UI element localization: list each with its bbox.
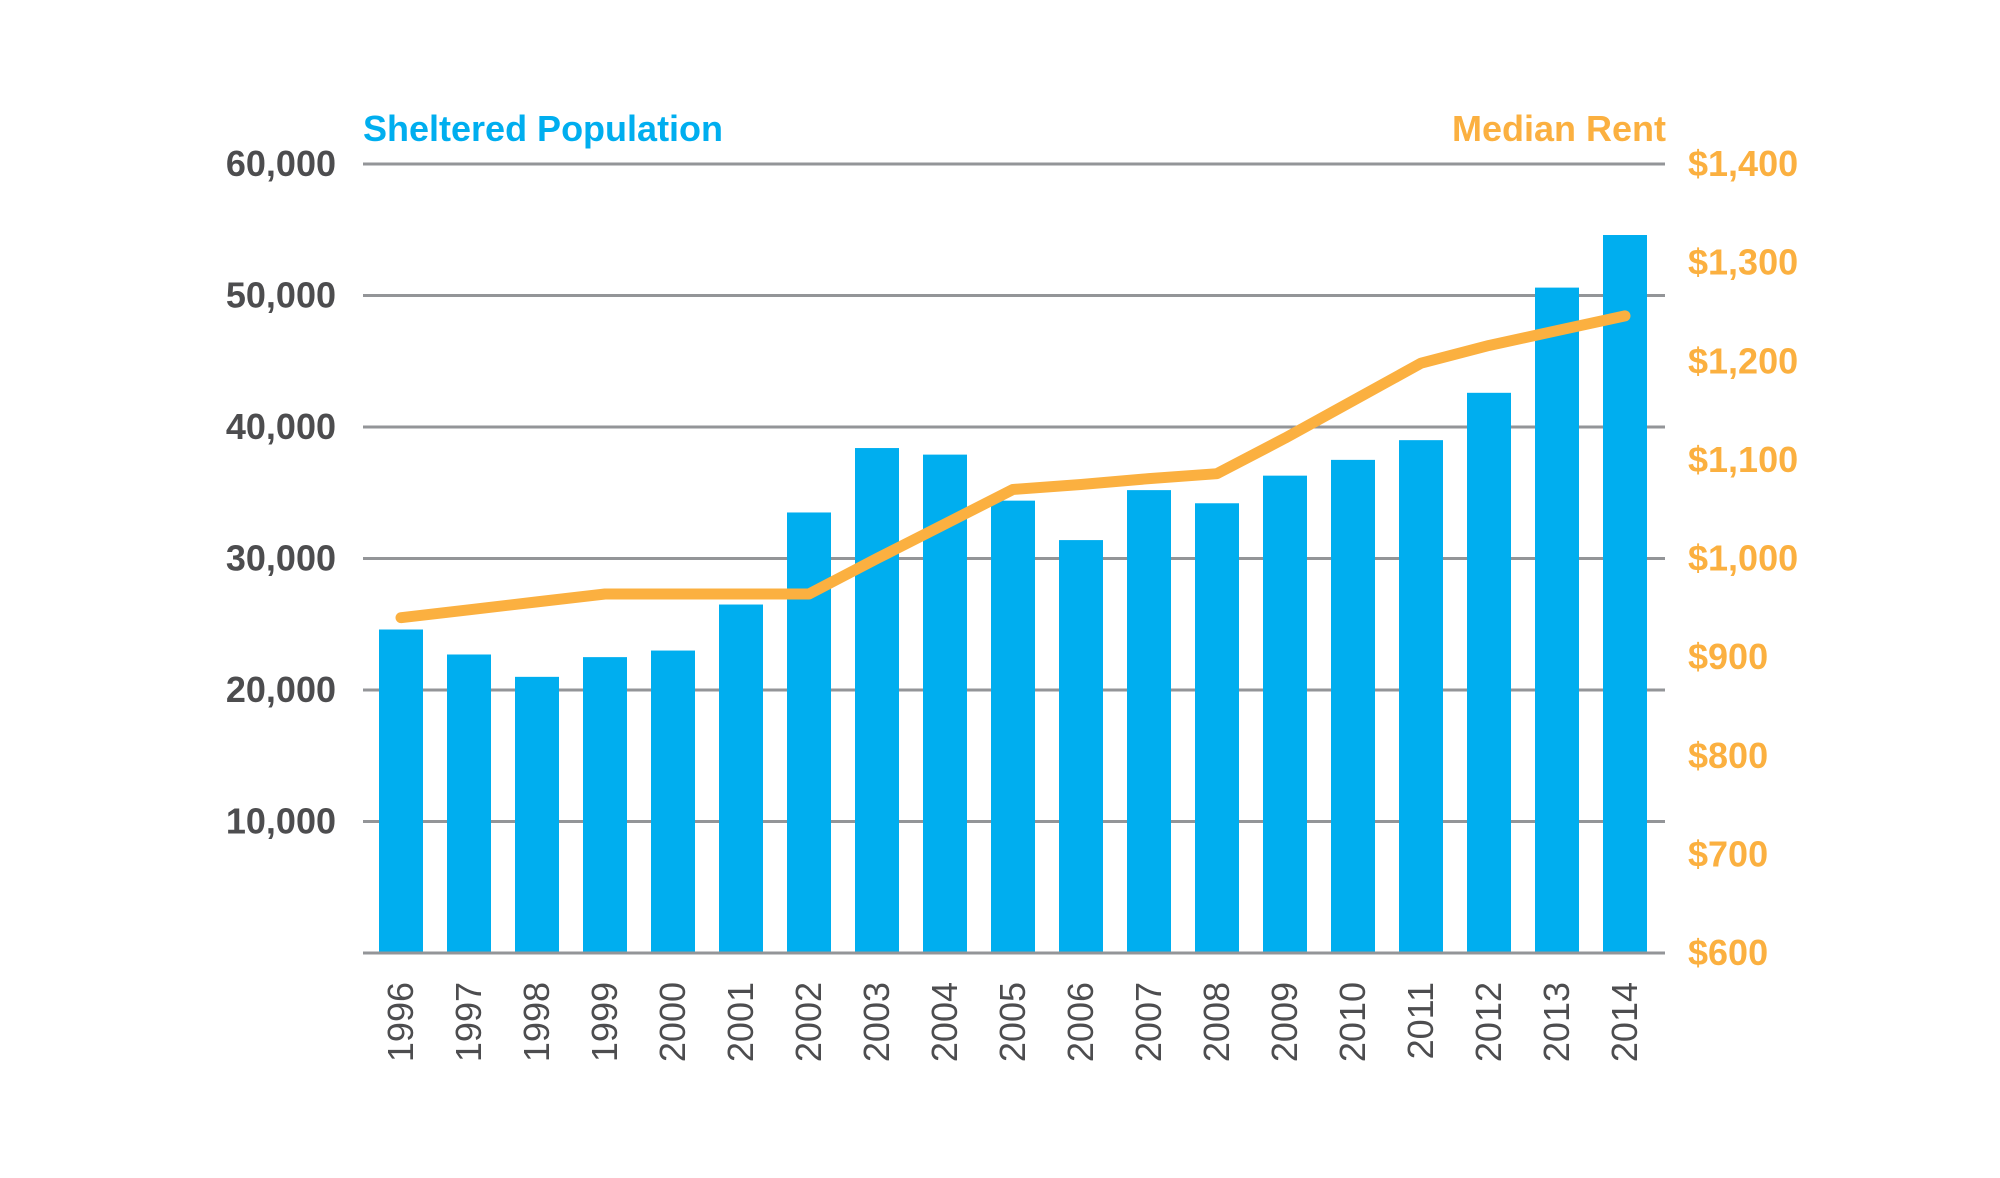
- right-tick-label: $1,000: [1688, 538, 1798, 579]
- rent-point: [1419, 361, 1423, 366]
- x-tick-label: 2003: [856, 982, 897, 1062]
- bar: [1059, 540, 1103, 953]
- rent-point: [1351, 398, 1355, 403]
- line-series: [395, 310, 1631, 624]
- rent-point: [1215, 471, 1219, 476]
- x-tick-label: 2009: [1264, 982, 1305, 1062]
- x-tick-label: 2006: [1060, 982, 1101, 1062]
- rent-point: [1487, 343, 1491, 348]
- x-tick-label: 2014: [1604, 982, 1645, 1062]
- rent-point: [1147, 476, 1151, 481]
- x-tick-label: 1998: [516, 982, 557, 1062]
- rent-point: [807, 592, 811, 597]
- rent-point: [739, 592, 743, 597]
- bar: [447, 654, 491, 953]
- left-tick-label: 40,000: [226, 406, 336, 447]
- bar: [787, 512, 831, 953]
- right-tick-label: $1,400: [1688, 143, 1798, 184]
- rent-point: [603, 592, 607, 597]
- rent-point: [875, 556, 879, 561]
- x-tick-label: 2007: [1128, 982, 1169, 1062]
- left-axis-title: Sheltered Population: [363, 108, 723, 149]
- x-tick-label: 2012: [1468, 982, 1509, 1062]
- rent-point: [467, 607, 471, 612]
- right-tick-label: $1,200: [1688, 340, 1798, 381]
- right-axis-title: Median Rent: [1452, 108, 1666, 149]
- right-tick-label: $900: [1688, 636, 1768, 677]
- bar: [1399, 440, 1443, 953]
- left-tick-label: 20,000: [226, 669, 336, 710]
- bar: [991, 500, 1035, 953]
- x-tick-label: 1997: [448, 982, 489, 1062]
- right-tick-label: $800: [1688, 735, 1768, 776]
- bar: [1263, 475, 1307, 953]
- bar: [515, 676, 559, 953]
- bar: [1603, 235, 1647, 953]
- rent-point: [535, 599, 539, 604]
- x-tick-label: 2010: [1332, 982, 1373, 1062]
- x-tick-label: 2005: [992, 982, 1033, 1062]
- x-tick-label: 2001: [720, 982, 761, 1062]
- x-tick-label: 1999: [584, 982, 625, 1062]
- rent-point: [1623, 313, 1627, 318]
- rent-point: [1555, 328, 1559, 333]
- right-tick-label: $700: [1688, 833, 1768, 874]
- left-tick-label: 60,000: [226, 143, 336, 184]
- x-tick-label: 2000: [652, 982, 693, 1062]
- bar-series: [379, 235, 1647, 953]
- x-tick-label: 1996: [380, 982, 421, 1062]
- right-tick-label: $600: [1688, 932, 1768, 973]
- x-axis-ticks: 1996 1997 1998 1999 2000 2001 2002 2003 2004 2005…: [380, 982, 1645, 1062]
- bar: [1535, 287, 1579, 953]
- bar: [1467, 392, 1511, 953]
- bar: [651, 650, 695, 953]
- left-tick-label: 10,000: [226, 801, 336, 842]
- rent-point: [1011, 487, 1015, 492]
- bar: [583, 657, 627, 953]
- x-tick-label: 2004: [924, 982, 965, 1062]
- rent-point: [1283, 436, 1287, 441]
- left-axis-ticks: 10,000 20,000 30,000 40,000 50,000 60,000: [226, 143, 336, 842]
- bar: [1127, 490, 1171, 953]
- rent-point: [671, 592, 675, 597]
- left-tick-label: 30,000: [226, 538, 336, 579]
- x-tick-label: 2002: [788, 982, 829, 1062]
- bar: [855, 448, 899, 953]
- left-tick-label: 50,000: [226, 275, 336, 316]
- bar: [1331, 459, 1375, 953]
- bar: [379, 629, 423, 953]
- bar: [923, 454, 967, 953]
- rent-point: [1079, 482, 1083, 487]
- x-tick-label: 2013: [1536, 982, 1577, 1062]
- x-tick-label: 2008: [1196, 982, 1237, 1062]
- bar: [1195, 503, 1239, 953]
- bar: [719, 604, 763, 953]
- x-tick-label: 2011: [1400, 982, 1441, 1059]
- right-axis-ticks: $600 $700 $800 $900 $1,000 $1,100 $1,200 $1,300…: [1688, 143, 1798, 973]
- right-tick-label: $1,300: [1688, 242, 1798, 283]
- rent-point: [943, 521, 947, 526]
- rent-point: [399, 615, 403, 620]
- right-tick-label: $1,100: [1688, 439, 1798, 480]
